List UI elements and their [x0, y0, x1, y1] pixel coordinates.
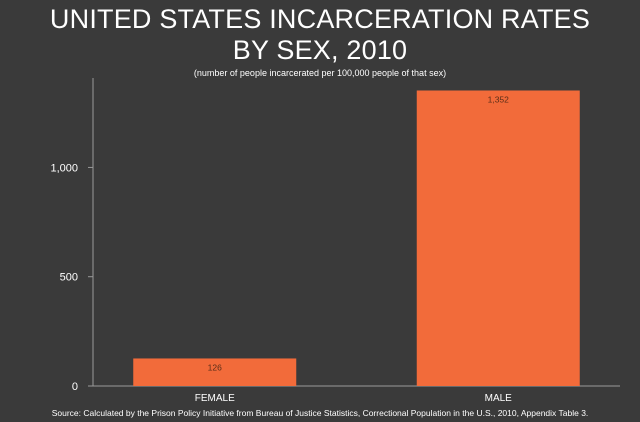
x-category-label: FEMALE: [195, 393, 235, 404]
chart-subtitle: (number of people incarcerated per 100,0…: [193, 68, 447, 78]
chart-bars: [133, 90, 580, 387]
y-tick-label: 500: [60, 272, 78, 284]
x-category-label: MALE: [485, 393, 513, 404]
chart-title-line-1: UNITED STATES INCARCERATION RATES: [49, 4, 591, 34]
bar-value-label: 126: [208, 362, 222, 372]
chart-title-line-2: BY SEX, 2010: [232, 35, 408, 65]
source-note: Source: Calculated by the Prison Policy …: [51, 408, 589, 418]
bar-value-label: 1,352: [488, 94, 510, 104]
bar: [416, 90, 580, 387]
y-tick-label: 0: [72, 381, 78, 393]
bar: [133, 358, 297, 386]
y-tick-label: 1,000: [50, 162, 78, 174]
chart-labels: 0 500 1,000 126 FEMALE 1,352 MALE: [50, 94, 512, 404]
